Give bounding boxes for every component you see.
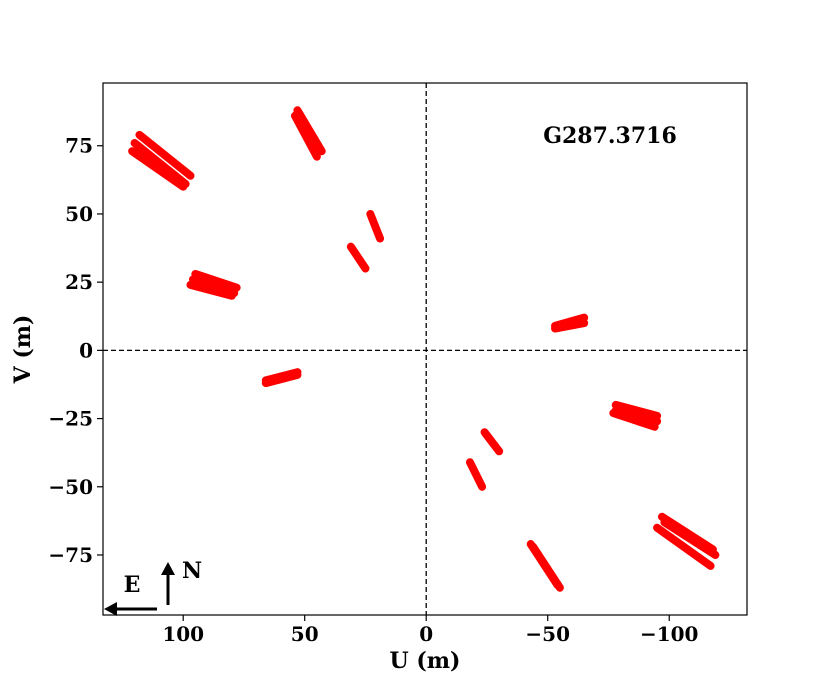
east-label: E (124, 572, 141, 598)
north-arrow-head-icon (161, 562, 175, 575)
y-tick-label: 0 (79, 338, 93, 362)
north-label: N (182, 558, 202, 584)
y-axis-ticks: 75 50 25 0 −25 −50 −75 (48, 134, 103, 567)
uv-track-5 (366, 209, 385, 243)
uv-tracks (128, 106, 720, 592)
y-tick-label: −75 (48, 543, 93, 567)
uv-track-20 (529, 542, 564, 592)
x-axis-ticks: 100 50 0 −50 −100 (162, 615, 698, 646)
y-tick-label: 50 (65, 202, 93, 226)
y-tick-label: −25 (48, 407, 93, 431)
y-axis-label: V (m) (10, 315, 36, 385)
uv-track-22 (660, 518, 720, 559)
source-annotation: G287.3716 (543, 123, 677, 149)
x-tick-label: 50 (291, 622, 319, 646)
x-tick-label: 100 (162, 622, 204, 646)
uv-track-17 (480, 428, 504, 456)
uv-track-16 (609, 409, 659, 431)
y-tick-label: 75 (65, 134, 93, 158)
plot-frame (102, 82, 748, 616)
x-tick-label: 0 (419, 622, 433, 646)
uv-track-6 (346, 242, 370, 273)
uv-track-3 (293, 106, 326, 156)
uv-track-23 (653, 523, 715, 570)
x-tick-label: −100 (640, 622, 699, 646)
compass: E N (104, 558, 202, 616)
x-tick-label: −50 (525, 622, 570, 646)
y-tick-label: −50 (48, 475, 93, 499)
plot-background (103, 83, 747, 615)
uv-track-0 (135, 130, 195, 180)
uv-track-2 (128, 147, 188, 191)
uv-track-13 (261, 370, 302, 388)
uv-track-4 (290, 111, 321, 161)
uv-track-18 (465, 458, 487, 491)
east-arrow-head-icon (104, 602, 117, 616)
uv-track-14 (611, 400, 662, 420)
uv-track-1 (130, 139, 190, 188)
x-axis-label: U (m) (390, 648, 461, 674)
reference-lines (103, 83, 747, 615)
uv-track-11 (551, 319, 589, 333)
y-tick-label: 25 (65, 270, 93, 294)
uv-track-7 (191, 269, 241, 292)
uv-track-9 (186, 280, 236, 300)
